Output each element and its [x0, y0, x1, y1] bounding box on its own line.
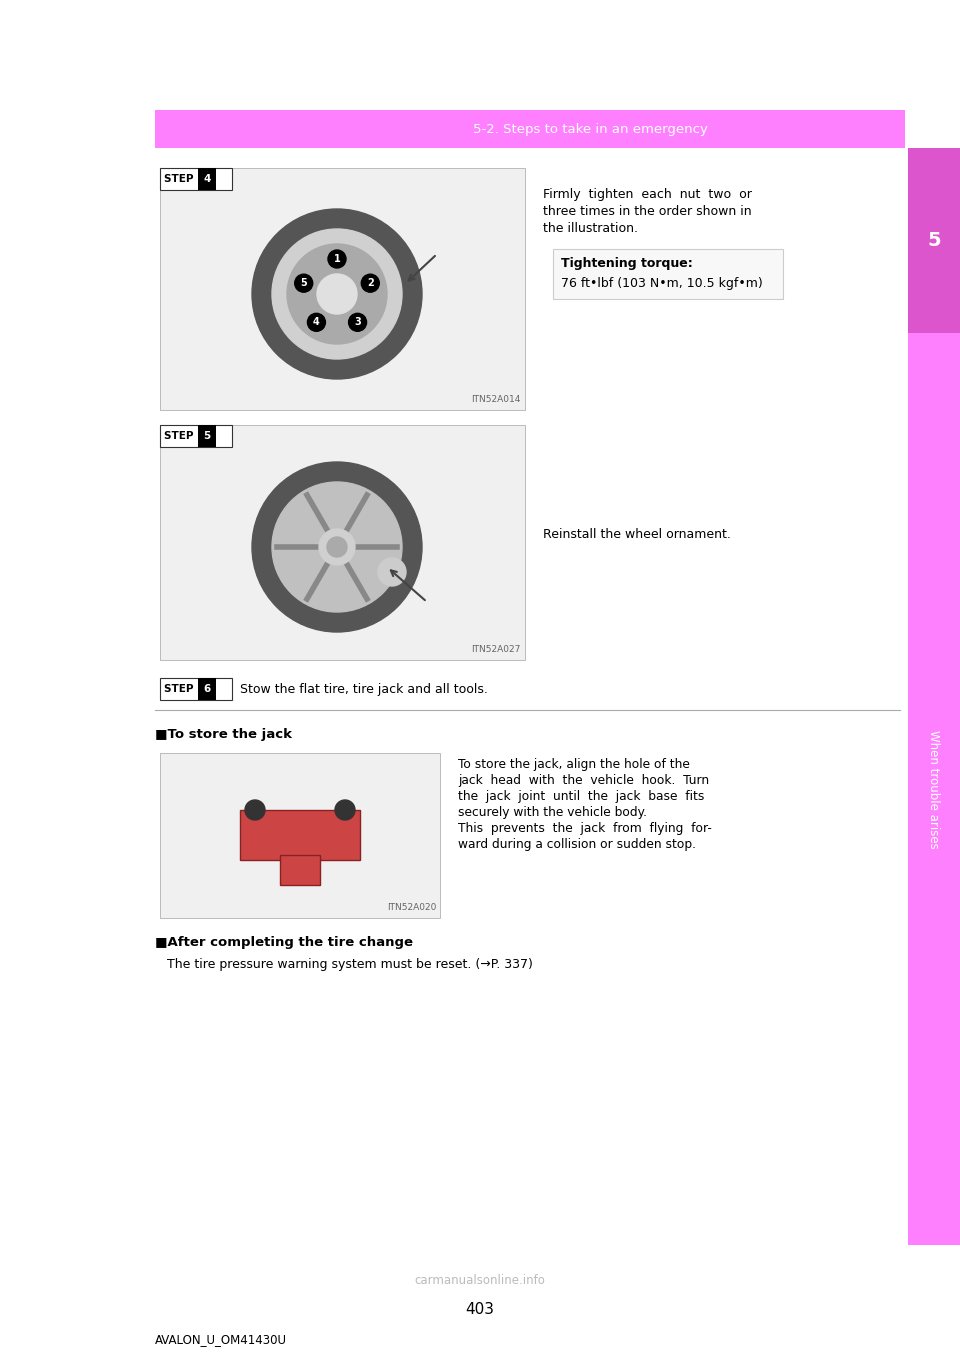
Circle shape: [245, 800, 265, 820]
Circle shape: [335, 800, 355, 820]
Text: 2: 2: [367, 278, 373, 288]
Bar: [553, 249, 783, 299]
Bar: [160, 678, 232, 699]
Bar: [160, 168, 232, 190]
Circle shape: [307, 314, 325, 331]
Text: carmanualsonline.info: carmanualsonline.info: [415, 1274, 545, 1286]
Text: 5-2. Steps to take in an emergency: 5-2. Steps to take in an emergency: [472, 122, 708, 136]
Circle shape: [272, 230, 402, 359]
Circle shape: [272, 482, 402, 612]
Text: This  prevents  the  jack  from  flying  for-: This prevents the jack from flying for-: [458, 822, 712, 835]
Text: the illustration.: the illustration.: [543, 221, 638, 235]
Text: Stow the flat tire, tire jack and all tools.: Stow the flat tire, tire jack and all to…: [240, 683, 488, 695]
Bar: [198, 678, 216, 699]
Text: the  jack  joint  until  the  jack  base  fits: the jack joint until the jack base fits: [458, 790, 705, 803]
Circle shape: [327, 536, 347, 557]
Circle shape: [295, 274, 313, 292]
Bar: [280, 856, 320, 885]
Text: When trouble arises: When trouble arises: [927, 729, 941, 849]
Text: three times in the order shown in: three times in the order shown in: [543, 205, 752, 219]
Text: 4: 4: [204, 174, 210, 183]
Bar: [240, 809, 360, 860]
Text: 4: 4: [313, 318, 320, 327]
Bar: [160, 425, 232, 447]
Text: 5: 5: [300, 278, 307, 288]
Circle shape: [348, 314, 367, 331]
Bar: [160, 752, 440, 918]
Text: jack  head  with  the  vehicle  hook.  Turn: jack head with the vehicle hook. Turn: [458, 774, 709, 788]
Circle shape: [319, 530, 355, 565]
Circle shape: [378, 558, 406, 587]
Text: 403: 403: [466, 1302, 494, 1317]
Text: ITN52A027: ITN52A027: [471, 645, 521, 655]
Circle shape: [252, 209, 422, 379]
Text: 3: 3: [354, 318, 361, 327]
Text: STEP: STEP: [164, 684, 197, 694]
Circle shape: [287, 244, 387, 344]
Text: To store the jack, align the hole of the: To store the jack, align the hole of the: [458, 758, 690, 771]
Text: ■After completing the tire change: ■After completing the tire change: [155, 936, 413, 949]
Text: ■To store the jack: ■To store the jack: [155, 728, 292, 741]
Text: Reinstall the wheel ornament.: Reinstall the wheel ornament.: [543, 527, 731, 540]
Text: 5: 5: [204, 430, 210, 441]
Text: 76 ft•lbf (103 N•m, 10.5 kgf•m): 76 ft•lbf (103 N•m, 10.5 kgf•m): [561, 277, 763, 289]
Text: STEP: STEP: [164, 430, 197, 441]
Circle shape: [317, 274, 357, 314]
Text: AVALON_U_OM41430U: AVALON_U_OM41430U: [155, 1334, 287, 1347]
Text: 5: 5: [927, 231, 941, 250]
Text: ITN52A014: ITN52A014: [471, 395, 521, 403]
Bar: [198, 168, 216, 190]
Text: 1: 1: [334, 254, 341, 263]
Circle shape: [252, 462, 422, 631]
Text: securely with the vehicle body.: securely with the vehicle body.: [458, 807, 647, 819]
Bar: [908, 148, 960, 1245]
Circle shape: [361, 274, 379, 292]
Text: The tire pressure warning system must be reset. (→P. 337): The tire pressure warning system must be…: [167, 957, 533, 971]
Text: ITN52A020: ITN52A020: [387, 903, 436, 913]
Text: ward during a collision or sudden stop.: ward during a collision or sudden stop.: [458, 838, 696, 851]
Text: Firmly  tighten  each  nut  two  or: Firmly tighten each nut two or: [543, 187, 752, 201]
Bar: [908, 148, 960, 333]
Text: 6: 6: [204, 684, 210, 694]
Bar: [198, 425, 216, 447]
Text: Tightening torque:: Tightening torque:: [561, 257, 693, 269]
Text: STEP: STEP: [164, 174, 197, 183]
Bar: [160, 425, 525, 660]
Bar: [155, 110, 905, 148]
Bar: [160, 168, 525, 410]
Circle shape: [328, 250, 346, 268]
